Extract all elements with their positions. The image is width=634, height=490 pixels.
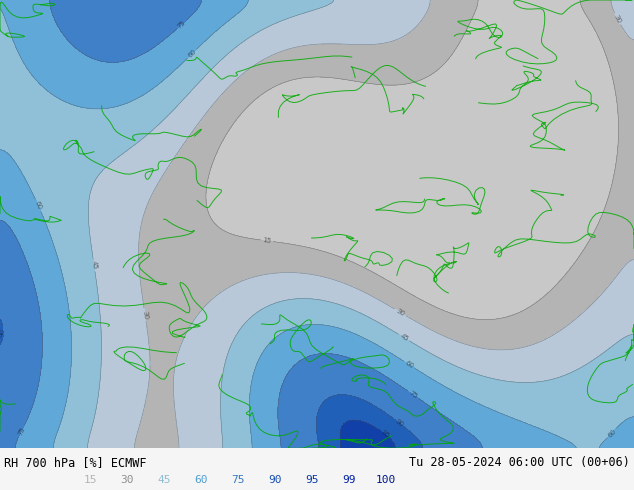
Text: 45: 45 — [91, 260, 98, 270]
Text: 90: 90 — [394, 417, 404, 428]
Text: 75: 75 — [408, 390, 418, 400]
Text: Tu 28-05-2024 06:00 UTC (00+06): Tu 28-05-2024 06:00 UTC (00+06) — [409, 456, 630, 468]
Text: 30: 30 — [141, 310, 149, 319]
Text: 60: 60 — [34, 200, 42, 211]
Text: RH 700 hPa [%] ECMWF: RH 700 hPa [%] ECMWF — [4, 456, 146, 468]
Text: 75: 75 — [231, 475, 245, 485]
Text: 90: 90 — [0, 328, 6, 337]
Text: 60: 60 — [404, 360, 415, 369]
Text: 30: 30 — [395, 307, 406, 317]
Text: 95: 95 — [305, 475, 319, 485]
Text: 99: 99 — [342, 475, 356, 485]
Text: 15: 15 — [262, 237, 271, 245]
Text: 90: 90 — [268, 475, 281, 485]
Text: 45: 45 — [399, 333, 410, 343]
Text: 45: 45 — [157, 475, 171, 485]
Text: 60: 60 — [186, 49, 197, 59]
Text: 95: 95 — [380, 429, 391, 440]
Text: 75: 75 — [176, 19, 187, 29]
Text: 75: 75 — [17, 425, 26, 436]
Text: 100: 100 — [376, 475, 396, 485]
Text: 30: 30 — [613, 14, 623, 24]
Text: 30: 30 — [120, 475, 134, 485]
Text: 60: 60 — [607, 428, 617, 438]
Text: 15: 15 — [83, 475, 97, 485]
Text: 60: 60 — [194, 475, 208, 485]
